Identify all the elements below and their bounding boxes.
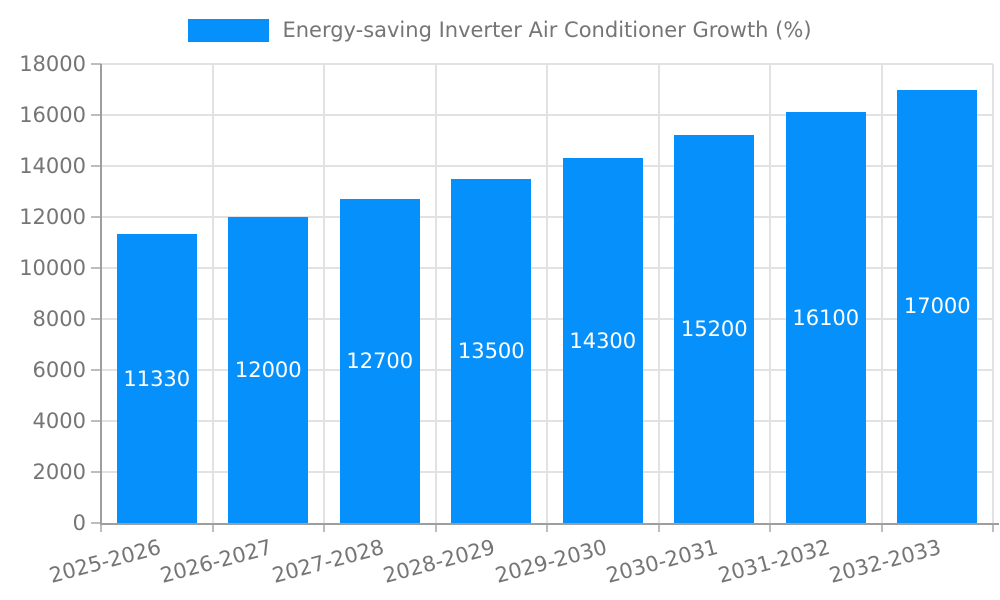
x-axis-tick: [211, 523, 214, 532]
x-axis-tick: [546, 523, 548, 532]
gridline-vertical: [434, 64, 437, 523]
x-axis-tick: [323, 523, 325, 532]
x-axis-tick: [769, 523, 771, 532]
y-axis-tick-label: 10000: [19, 256, 86, 280]
x-axis-tick: [100, 523, 102, 532]
gridline-vertical: [546, 64, 548, 523]
bar-value-label: 13500: [457, 338, 525, 363]
y-axis-tick: [91, 267, 101, 269]
bar-value-label: 14300: [569, 328, 637, 353]
y-axis-tick-label: 0: [72, 511, 86, 535]
gridline-vertical: [211, 64, 214, 523]
chart-legend[interactable]: Energy-saving Inverter Air Conditioner G…: [0, 17, 1000, 43]
y-axis-tick-label: 4000: [32, 409, 86, 433]
y-axis-tick: [91, 165, 101, 167]
bar-value-label: 15200: [680, 317, 748, 342]
bar: 16100: [785, 112, 866, 523]
bar: 17000: [897, 89, 978, 523]
gridline-vertical: [323, 64, 325, 523]
bar-value-label: 17000: [903, 294, 971, 319]
bar: 12700: [339, 199, 420, 523]
bar: 11330: [116, 234, 197, 523]
bar-value-label: 12700: [346, 349, 414, 374]
y-axis-tick: [91, 522, 101, 524]
y-axis-tick: [91, 63, 101, 65]
y-axis-tick: [91, 471, 101, 473]
bar: 13500: [451, 178, 532, 523]
y-axis-tick-label: 14000: [19, 154, 86, 178]
y-axis-tick: [91, 216, 101, 218]
gridline-vertical: [657, 64, 660, 523]
gridline-vertical: [992, 64, 994, 523]
y-axis-tick: [91, 420, 101, 422]
bar: 14300: [562, 158, 643, 523]
gridline-vertical: [769, 64, 771, 523]
y-axis-tick-label: 6000: [32, 358, 86, 382]
y-axis-tick: [91, 318, 101, 320]
bar: 15200: [674, 135, 755, 523]
legend-label: Energy-saving Inverter Air Conditioner G…: [282, 18, 812, 42]
y-axis-tick-label: 8000: [32, 307, 86, 331]
bar: 12000: [228, 217, 309, 523]
gridline-vertical: [880, 64, 883, 523]
y-axis-tick-label: 16000: [19, 103, 86, 127]
y-axis-tick: [91, 114, 101, 116]
x-axis-line: [100, 523, 999, 525]
y-axis-tick-label: 12000: [19, 205, 86, 229]
legend-swatch-icon: [188, 18, 270, 42]
bar-value-label: 12000: [234, 358, 302, 382]
y-axis-tick-label: 18000: [19, 52, 86, 76]
x-axis-tick: [434, 523, 437, 532]
x-axis-tick: [992, 523, 994, 532]
bar-value-label: 16100: [792, 305, 860, 330]
x-axis-tick: [657, 523, 660, 532]
y-axis-tick: [91, 369, 101, 371]
y-axis-tick-label: 2000: [32, 460, 86, 484]
x-axis-tick: [880, 523, 883, 532]
bar-value-label: 11330: [123, 366, 191, 391]
y-axis-line: [100, 64, 102, 525]
